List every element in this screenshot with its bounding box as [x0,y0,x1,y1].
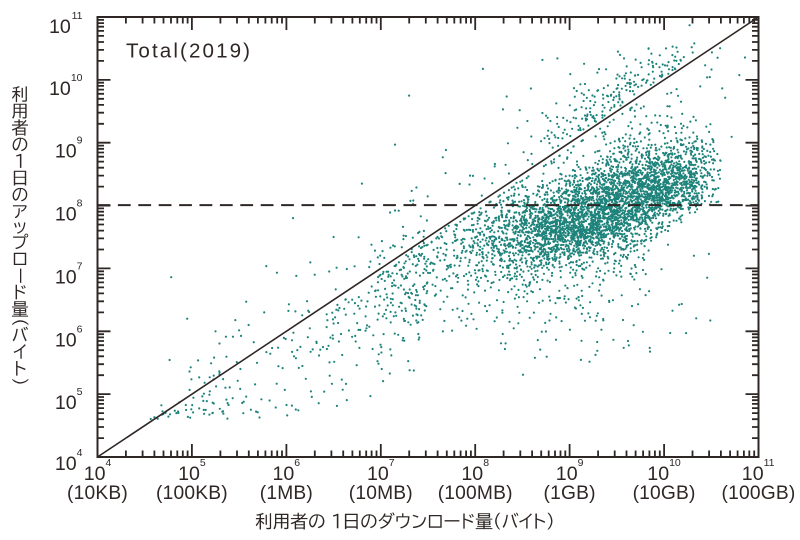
svg-text:(10GB): (10GB) [633,483,696,504]
svg-text:10: 10 [461,463,483,485]
svg-text:4: 4 [106,457,112,469]
svg-text:10: 10 [84,463,106,485]
svg-text:10: 10 [367,463,389,485]
svg-text:10: 10 [55,453,77,475]
svg-text:10: 10 [669,457,681,469]
svg-text:10: 10 [71,72,83,84]
svg-text:7: 7 [77,260,83,272]
svg-text:8: 8 [483,457,489,469]
svg-text:(10KB): (10KB) [67,483,128,504]
svg-text:11: 11 [764,457,775,469]
svg-text:6: 6 [77,323,83,335]
svg-text:9: 9 [578,457,584,469]
svg-text:10: 10 [55,329,77,351]
svg-text:(1GB): (1GB) [544,483,596,504]
svg-text:(10MB): (10MB) [349,483,413,504]
svg-text:7: 7 [389,457,395,469]
svg-text:10: 10 [647,463,669,485]
svg-text:6: 6 [294,457,300,469]
svg-text:10: 10 [55,266,77,288]
svg-text:10: 10 [556,463,578,485]
svg-text:10: 10 [49,16,71,38]
svg-text:Total(2019): Total(2019) [126,40,252,63]
svg-text:5: 5 [77,386,83,398]
svg-text:11: 11 [72,10,83,22]
svg-text:10: 10 [49,78,71,100]
svg-text:(1MB): (1MB) [260,483,313,504]
svg-text:8: 8 [77,198,83,210]
svg-text:(100MB): (100MB) [438,483,513,504]
svg-text:10: 10 [55,392,77,414]
svg-text:9: 9 [77,135,83,147]
svg-text:5: 5 [200,457,206,469]
svg-text:10: 10 [55,141,77,163]
svg-text:(100GB): (100GB) [722,483,796,504]
svg-text:10: 10 [55,204,77,226]
svg-text:10: 10 [178,463,200,485]
svg-text:4: 4 [77,447,83,459]
svg-text:10: 10 [273,463,295,485]
svg-text:10: 10 [742,463,764,485]
svg-text:(100KB): (100KB) [156,483,228,504]
